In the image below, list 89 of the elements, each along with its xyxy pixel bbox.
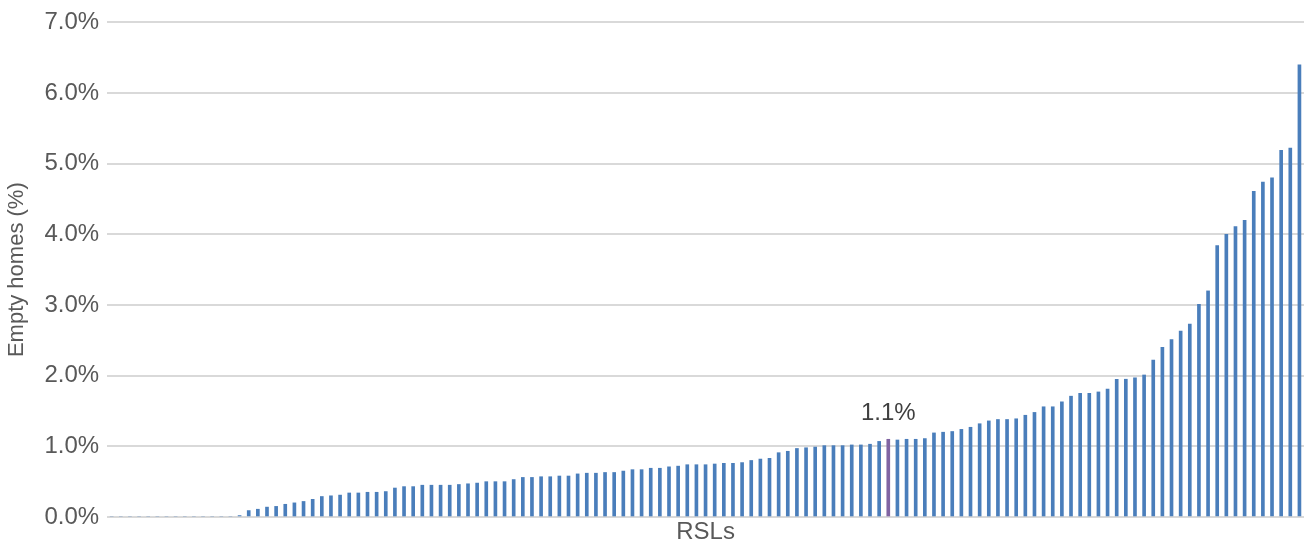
bar bbox=[648, 467, 653, 517]
bar bbox=[749, 460, 754, 517]
bar bbox=[338, 494, 342, 517]
bar bbox=[813, 446, 818, 517]
bar bbox=[986, 420, 991, 517]
bar bbox=[950, 431, 955, 517]
bar bbox=[329, 495, 333, 517]
bar bbox=[822, 445, 827, 517]
y-tick-label: 6.0% bbox=[44, 77, 100, 105]
bar bbox=[520, 477, 525, 517]
bar bbox=[913, 438, 918, 517]
bar bbox=[402, 486, 406, 517]
x-axis-title: RSLs bbox=[676, 517, 735, 545]
bar bbox=[603, 472, 607, 517]
bar bbox=[1087, 393, 1092, 517]
bar bbox=[731, 462, 735, 517]
bar bbox=[256, 508, 260, 517]
bar bbox=[1270, 177, 1274, 517]
bar bbox=[1206, 290, 1210, 517]
bar bbox=[1142, 374, 1146, 517]
bar bbox=[411, 486, 416, 517]
bar bbox=[1151, 359, 1156, 517]
bar bbox=[740, 462, 744, 517]
bar bbox=[466, 483, 470, 517]
bar bbox=[1114, 378, 1119, 517]
y-axis-title: Empty homes (%) bbox=[3, 182, 29, 358]
bar bbox=[1279, 149, 1283, 517]
y-tick-label: 5.0% bbox=[44, 148, 100, 176]
y-tick-label: 0.0% bbox=[44, 501, 100, 529]
bar bbox=[868, 443, 872, 517]
bar bbox=[1261, 181, 1265, 517]
bar bbox=[932, 432, 936, 517]
bar bbox=[383, 491, 388, 517]
bar bbox=[530, 477, 534, 517]
bar bbox=[1197, 303, 1201, 517]
bar bbox=[539, 476, 543, 517]
bar bbox=[658, 467, 662, 517]
bar bbox=[1069, 395, 1073, 517]
y-tick-label: 2.0% bbox=[44, 360, 100, 388]
bar bbox=[712, 463, 717, 517]
bar bbox=[923, 438, 927, 517]
bar bbox=[1288, 147, 1293, 517]
bar bbox=[785, 450, 790, 517]
bar bbox=[941, 431, 945, 517]
bar bbox=[886, 438, 891, 517]
bar bbox=[804, 447, 808, 517]
bar bbox=[667, 466, 671, 517]
bar bbox=[1014, 418, 1019, 517]
bar bbox=[265, 506, 269, 517]
y-tick-label: 3.0% bbox=[44, 289, 100, 317]
bar bbox=[722, 462, 726, 517]
bar bbox=[676, 465, 680, 517]
bar bbox=[594, 472, 598, 517]
bar bbox=[447, 484, 452, 517]
y-tick-label: 1.0% bbox=[44, 430, 100, 458]
bar bbox=[1251, 190, 1256, 517]
bar bbox=[1060, 401, 1064, 517]
bar bbox=[511, 479, 516, 517]
data-label: 1.1% bbox=[860, 397, 916, 425]
bar bbox=[310, 499, 315, 517]
bar bbox=[1050, 406, 1055, 517]
y-tick-label: 4.0% bbox=[44, 219, 100, 246]
bar bbox=[795, 448, 799, 517]
bar bbox=[1187, 323, 1192, 517]
bar bbox=[584, 472, 589, 517]
bar bbox=[347, 492, 352, 517]
bar bbox=[1005, 419, 1009, 517]
bar bbox=[1133, 377, 1137, 517]
bar bbox=[484, 481, 489, 517]
bar bbox=[1078, 393, 1082, 517]
bar bbox=[621, 470, 626, 517]
bar bbox=[548, 476, 553, 517]
bar bbox=[612, 472, 617, 517]
bar bbox=[283, 503, 288, 517]
y-tick-label: 7.0% bbox=[44, 7, 100, 35]
bar bbox=[420, 484, 425, 517]
bar bbox=[246, 510, 251, 517]
bar bbox=[859, 444, 863, 517]
bar bbox=[1124, 378, 1128, 517]
bar bbox=[393, 487, 397, 517]
bar bbox=[274, 506, 278, 517]
bar bbox=[457, 484, 461, 517]
bar bbox=[685, 464, 690, 517]
bar bbox=[475, 482, 479, 517]
bar bbox=[1215, 245, 1220, 517]
bar bbox=[319, 496, 324, 517]
bar bbox=[996, 419, 1000, 517]
bar bbox=[849, 444, 854, 517]
bar bbox=[877, 441, 881, 517]
